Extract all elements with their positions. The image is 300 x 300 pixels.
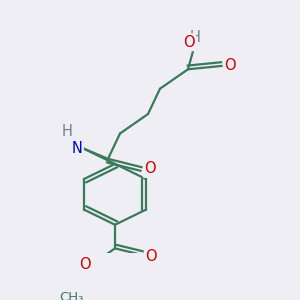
Text: O: O [79,257,91,272]
Text: H: H [61,124,72,139]
Text: O: O [224,58,236,74]
Text: O: O [183,35,195,50]
Text: O: O [144,161,156,176]
Text: CH₃: CH₃ [59,291,83,300]
Text: N: N [72,141,83,156]
Text: H: H [190,30,200,45]
Text: O: O [145,249,157,264]
